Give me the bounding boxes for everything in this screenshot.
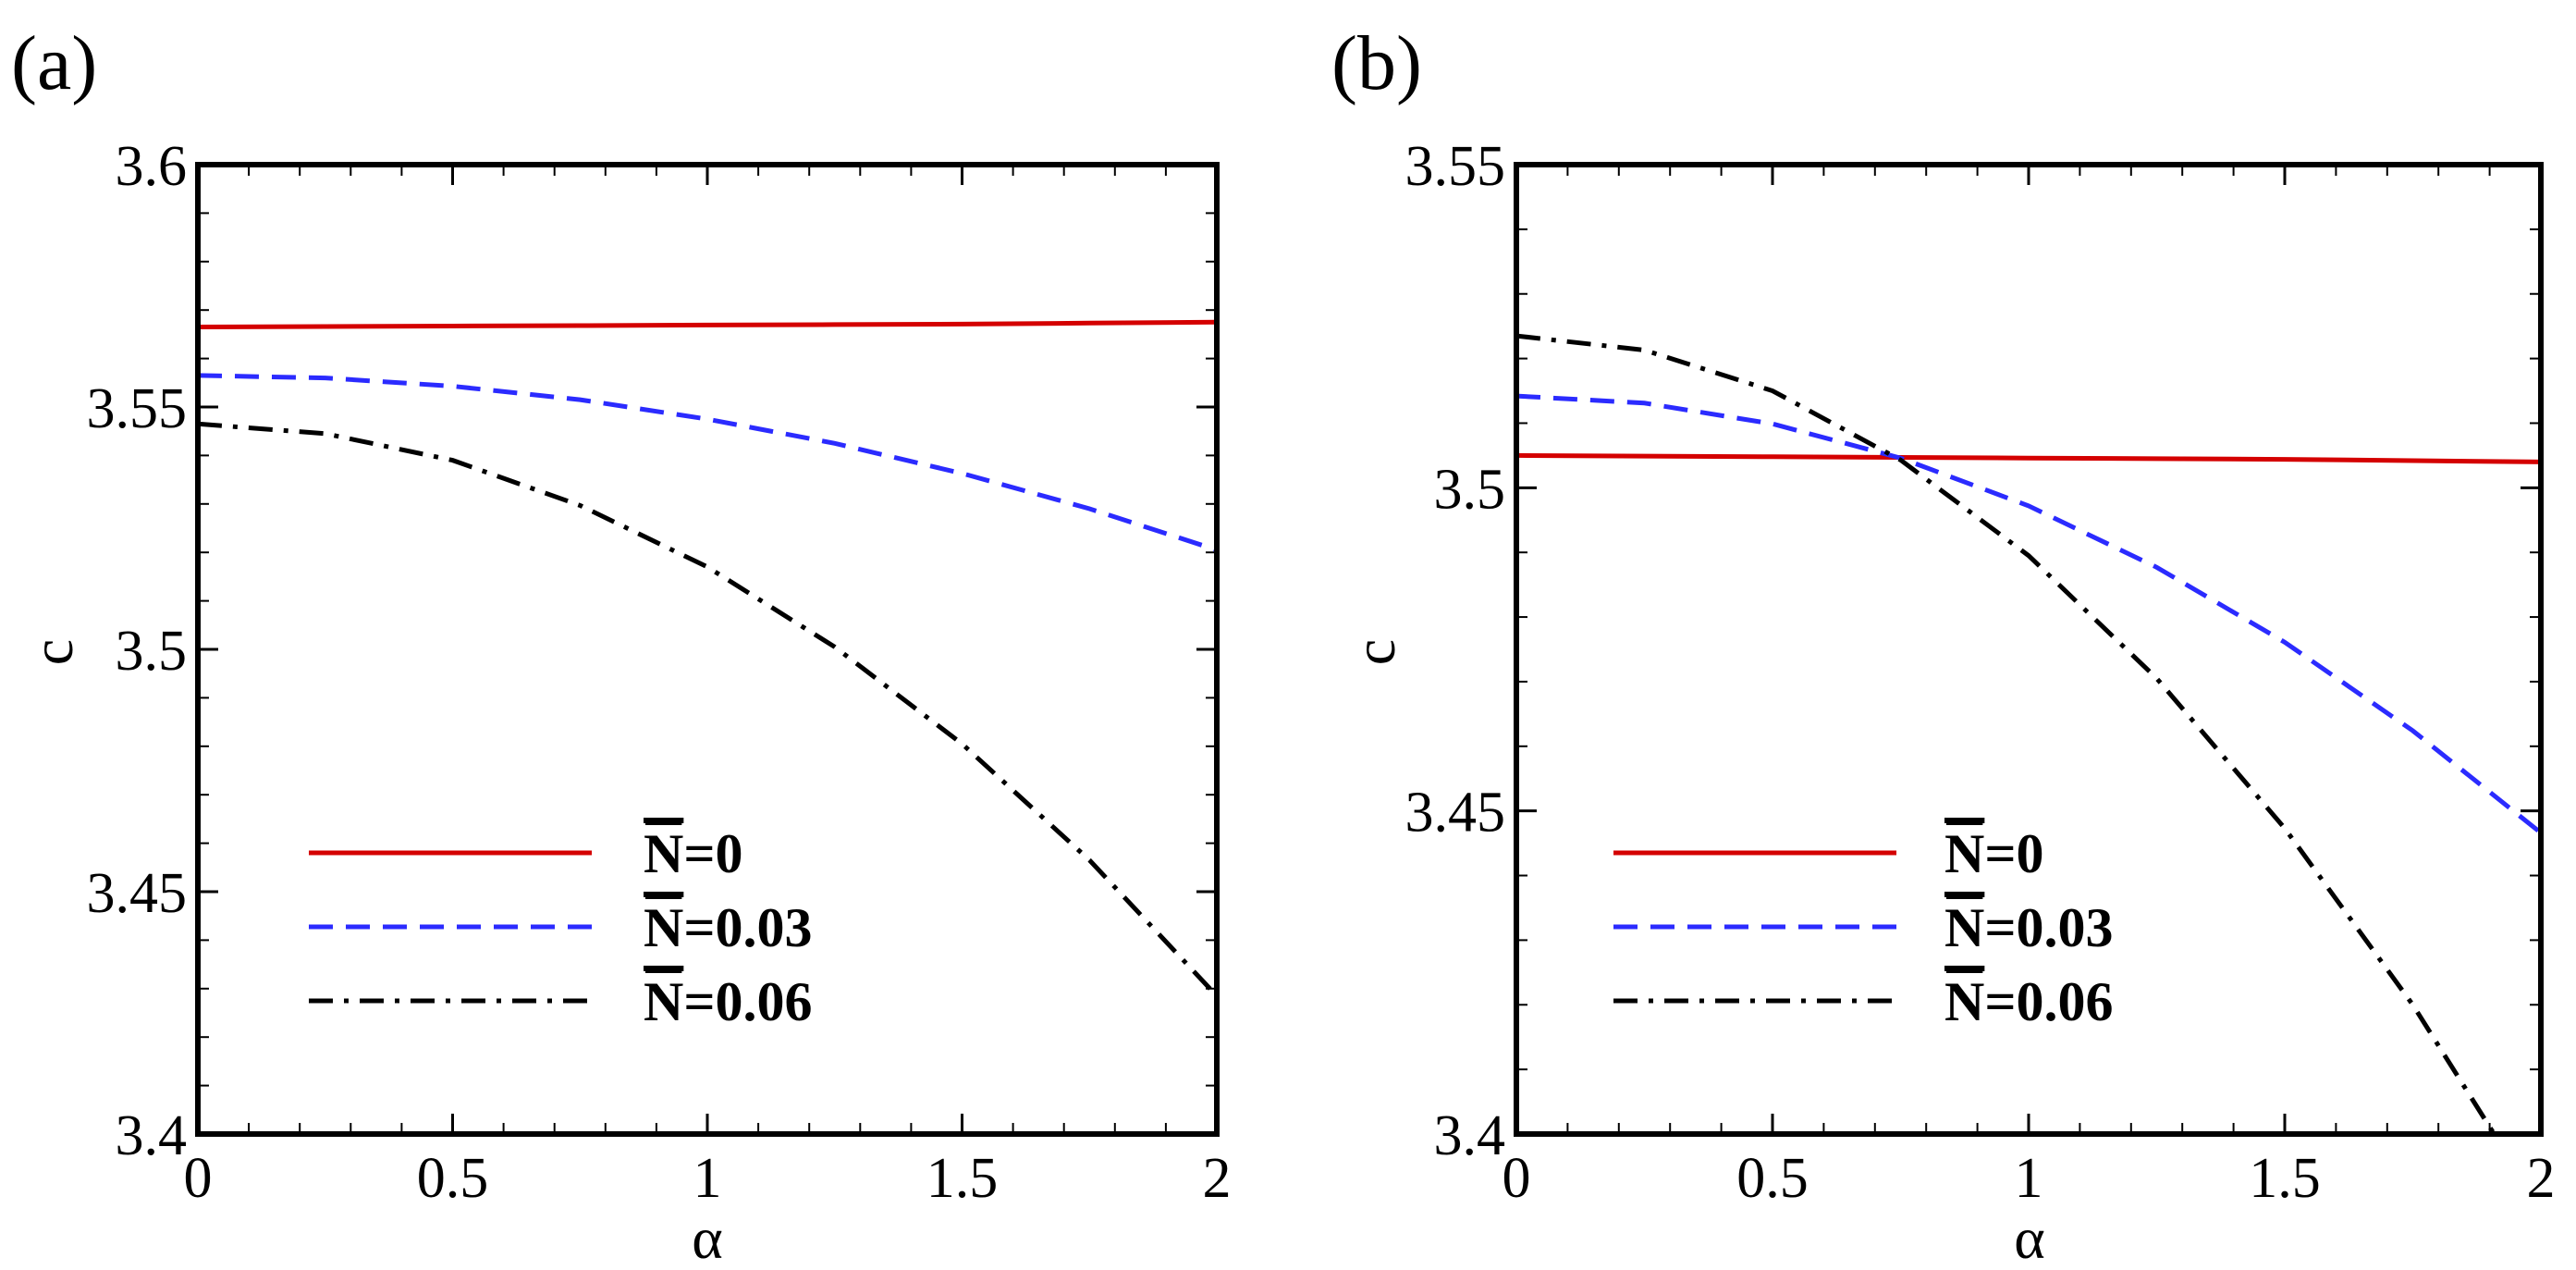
legend-label-symbol: N: [644, 897, 683, 958]
y-tick-label: 3.4: [116, 1104, 188, 1167]
series-line: [198, 421, 1217, 998]
y-axis-label-b: c: [1342, 639, 1407, 665]
x-tick-label: 0.5: [1736, 1147, 1809, 1210]
y-tick-label: 3.4: [1434, 1104, 1506, 1167]
legend-label: N=0: [644, 823, 743, 884]
plot-frame: [195, 162, 1220, 1137]
series-line: [198, 373, 1217, 552]
y-tick-label: 3.45: [1405, 782, 1506, 845]
x-tick-label: 2: [2527, 1147, 2556, 1210]
chart-panel-b: (b) 0 0.5 1 1.5 23.43.453.53.55N=0N=0.03N=0.…: [1331, 20, 2556, 1270]
y-axis-label-a: c: [19, 639, 85, 665]
y-tick-label: 3.6: [116, 135, 188, 198]
legend-label-symbol: N: [644, 971, 683, 1032]
legend-label-value: =0.06: [683, 971, 812, 1032]
plot-area-b: 0 0.5 1 1.5 23.43.453.53.55N=0N=0.03N=0.06: [1405, 135, 2556, 1210]
x-tick-label: 0: [1503, 1147, 1531, 1210]
x-axis-label-a: α: [692, 1205, 723, 1270]
legend-label-symbol: N: [1944, 971, 1984, 1032]
legend: N=0N=0.03N=0.06: [309, 821, 813, 1032]
panel-label-a: (a): [11, 20, 97, 106]
legend-label-symbol: N: [1944, 823, 1984, 884]
y-tick-label: 3.55: [87, 377, 188, 440]
y-tick-label: 3.5: [116, 620, 188, 683]
series-line: [1516, 452, 2541, 464]
legend-label: N=0.06: [644, 971, 813, 1032]
x-tick-label: 1.5: [926, 1147, 999, 1210]
legend-label-value: =0.03: [683, 897, 812, 958]
legend-label-value: =0: [1984, 823, 2043, 884]
panel-label-b: (b): [1331, 20, 1422, 106]
legend-label: N=0.06: [1944, 971, 2114, 1032]
legend-label-value: =0.06: [1984, 971, 2113, 1032]
legend: N=0N=0.03N=0.06: [1613, 821, 2114, 1032]
legend-label-symbol: N: [644, 823, 683, 884]
y-tick-label: 3.55: [1405, 135, 1506, 198]
legend-label: N=0.03: [1944, 897, 2114, 958]
chart-panel-a: (a) 0 0.5 1 1.5 23.43.453.53.553.6N=0N=0.03N…: [11, 20, 1232, 1270]
legend-label-symbol: N: [1944, 897, 1984, 958]
x-tick-label: 1: [693, 1147, 722, 1210]
plot-frame: [1514, 162, 2544, 1137]
x-tick-label: 0.5: [417, 1147, 489, 1210]
y-tick-label: 3.5: [1434, 458, 1506, 521]
x-tick-label: 1: [2015, 1147, 2043, 1210]
legend-label: N=0.03: [644, 897, 813, 958]
plot-area-a: 0 0.5 1 1.5 23.43.453.53.553.6N=0N=0.03N=0.0…: [87, 135, 1232, 1210]
x-axis-label-b: α: [2014, 1205, 2045, 1270]
series-line: [1516, 393, 2541, 835]
x-tick-label: 2: [1203, 1147, 1232, 1210]
x-tick-label: 1.5: [2249, 1147, 2321, 1210]
x-tick-label: 0: [184, 1147, 213, 1210]
y-tick-label: 3.45: [87, 862, 188, 925]
series-line: [198, 319, 1217, 329]
legend-label-value: =0.03: [1984, 897, 2113, 958]
legend-label-value: =0: [683, 823, 742, 884]
legend-label: N=0: [1944, 823, 2044, 884]
series-line: [1516, 333, 2497, 1134]
